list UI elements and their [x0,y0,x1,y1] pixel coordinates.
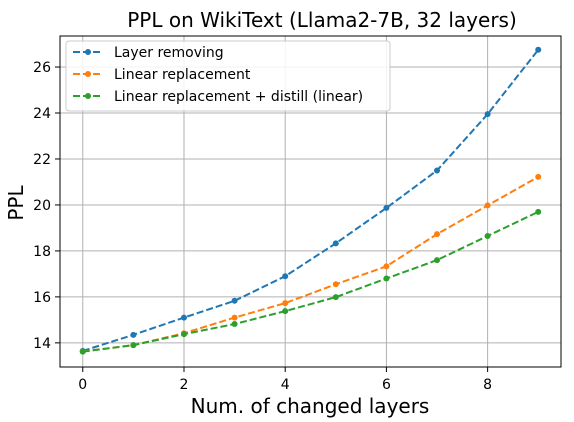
x-axis-ticks: 0 2 4 6 8 [78,367,492,393]
data-point [383,204,390,211]
data-point [332,281,339,288]
series-3 [79,208,542,355]
data-point [180,314,187,321]
y-tick-label: 24 [33,106,51,122]
legend-label: Layer removing [114,45,224,61]
x-tick-label: 0 [78,377,87,393]
data-point [130,331,137,338]
data-point [332,240,339,247]
legend: Layer removing Linear replacement Linear r… [65,40,391,112]
data-point [434,231,441,238]
legend-label: Linear replacement + distill (linear) [114,89,363,105]
data-point [79,348,86,355]
y-tick-label: 20 [33,198,51,214]
legend-box [65,40,391,112]
data-point [434,167,441,174]
x-tick-label: 2 [180,377,189,393]
y-tick-label: 26 [33,60,51,76]
y-axis-ticks: 14 16 18 20 22 24 26 [33,60,60,352]
data-point [231,297,238,304]
data-point [231,321,238,328]
series-line [82,49,540,352]
data-point [282,300,289,307]
legend-item: Layer removing [73,45,224,61]
series-line [82,176,539,353]
y-tick-label: 16 [33,290,51,306]
data-point [535,46,542,53]
data-point [383,275,390,282]
x-tick-label: 6 [382,377,391,393]
data-point [484,202,491,209]
legend-marker [85,71,91,77]
data-point [484,232,491,239]
data-point [231,314,238,321]
legend-marker [85,49,91,55]
y-tick-label: 18 [33,244,51,260]
data-point [383,263,390,270]
legend-label: Linear replacement [114,67,251,83]
x-tick-label: 8 [483,377,492,393]
y-tick-label: 22 [33,152,51,168]
data-point [535,173,542,180]
y-axis-label: PPL [4,185,28,221]
data-point [180,331,187,338]
x-axis-label: Num. of changed layers [191,394,430,418]
data-point [332,294,339,301]
legend-item: Linear replacement + distill (linear) [73,89,363,105]
data-point [484,111,491,118]
chart-title: PPL on WikiText (Llama2-7B, 32 layers) [127,8,517,32]
series-2 [79,173,542,355]
x-tick-label: 4 [281,377,290,393]
legend-item: Linear replacement [73,67,251,83]
legend-marker [85,93,91,99]
data-point [535,208,542,215]
y-tick-label: 14 [33,336,51,352]
data-point [434,257,441,264]
plot-frame [59,35,562,368]
series-line [82,210,539,353]
data-point [282,308,289,315]
data-point [130,342,137,349]
series-group [79,46,542,355]
data-point [282,273,289,280]
